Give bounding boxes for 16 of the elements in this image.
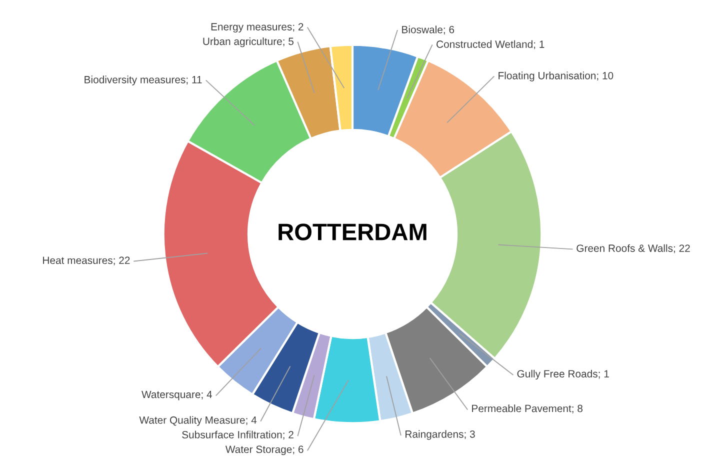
- slice-label: Floating Urbanisation; 10: [498, 72, 614, 82]
- slice-label: Bioswale; 6: [402, 26, 454, 35]
- text: ROTTERDAM: [278, 224, 426, 240]
- slice-label: Biodiversity measures; 11: [84, 76, 202, 86]
- slice-label: Urban agriculture; 5: [203, 37, 294, 48]
- slice-label: Permeable Pavement; 8: [472, 404, 583, 414]
- slice-label: Energy measures; 2: [211, 23, 304, 33]
- slice-label: Water Storage; 6: [225, 446, 304, 456]
- slice-label: Water Quality Measure; 4: [139, 416, 257, 426]
- slice-label: Constructed Wetland; 1: [436, 40, 544, 50]
- slice-label: Raingardens; 3: [406, 430, 475, 440]
- slice-label: Heat measures; 22: [43, 256, 130, 266]
- slice-label: Watersquare; 4: [142, 390, 212, 400]
- slice-label: Gully Free Roads; 1: [517, 370, 609, 380]
- slice-label: Subsurface Infiltration; 2: [182, 430, 294, 440]
- slice-label: Green Roofs & Walls; 22: [576, 244, 690, 254]
